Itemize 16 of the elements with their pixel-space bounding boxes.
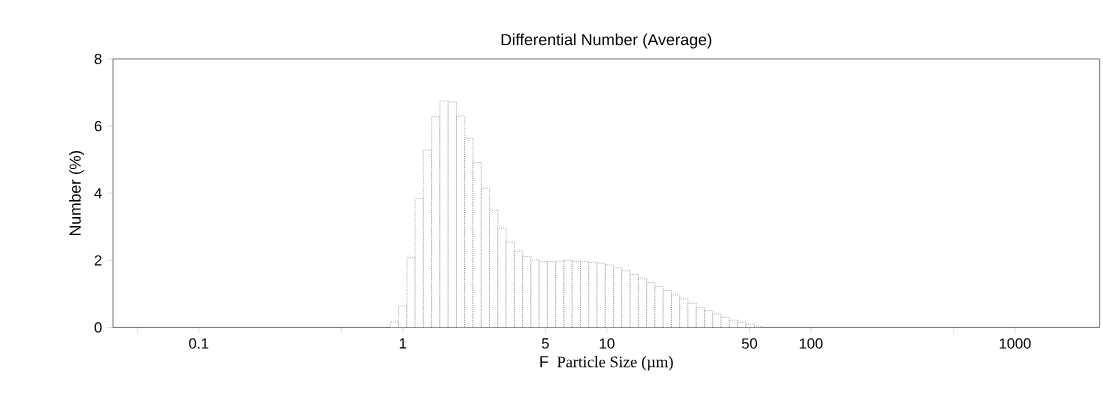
- y-tick-label: 6: [94, 120, 102, 132]
- y-tick-label: 8: [94, 53, 102, 65]
- chart-title: Differential Number (Average): [501, 33, 712, 49]
- y-tick-label: 4: [94, 188, 102, 199]
- y-tick-label: 0: [94, 322, 102, 333]
- y-axis-title: Number (%): [69, 151, 84, 235]
- text: F: [540, 356, 549, 368]
- x-tick-label: 1: [399, 338, 407, 349]
- x-tick-label: 5: [541, 338, 549, 349]
- x-tick-label: 100: [799, 338, 823, 349]
- x-axis-title: Particle Size (µm): [557, 356, 673, 371]
- x-tick-label: 0.1: [189, 338, 209, 349]
- y-tick-label: 2: [94, 255, 102, 266]
- x-tick-label: 1000: [999, 338, 1031, 349]
- x-tick-label: 50: [741, 338, 758, 349]
- x-tick-label: 10: [599, 338, 615, 349]
